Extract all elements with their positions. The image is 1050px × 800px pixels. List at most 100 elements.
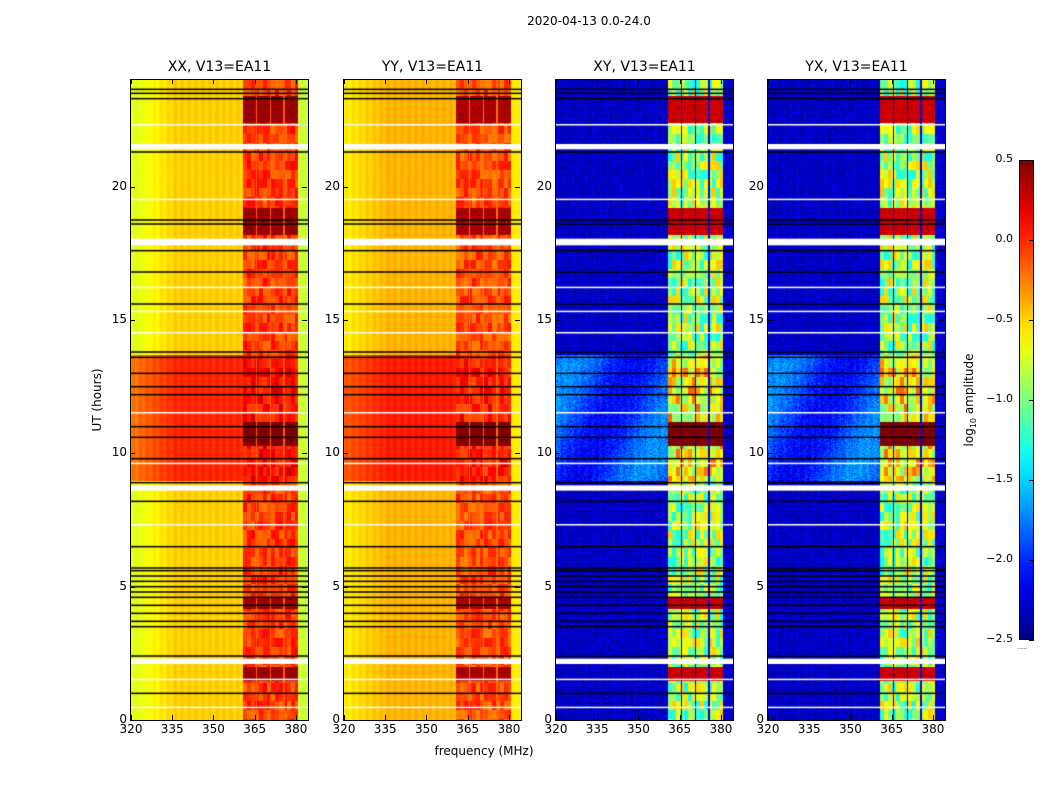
x-tick-mark	[597, 79, 599, 84]
x-tick-label: 365	[456, 722, 480, 736]
y-tick-mark	[130, 186, 135, 188]
x-tick-mark	[467, 715, 469, 720]
y-tick-label: 0	[756, 712, 764, 726]
x-tick-mark	[295, 79, 297, 84]
x-tick-label: 335	[585, 722, 609, 736]
x-tick-label: 380	[921, 722, 945, 736]
colorbar-tick-label: −1.0	[986, 392, 1013, 405]
y-tick-mark	[302, 453, 307, 455]
y-tick-mark	[939, 586, 944, 588]
y-tick-label: 10	[324, 445, 340, 460]
colorbar-tick-label: −2.0	[986, 552, 1013, 565]
x-tick-mark	[295, 715, 297, 720]
x-tick-mark	[131, 79, 132, 84]
y-tick-mark	[767, 720, 772, 721]
y-tick-mark	[767, 453, 772, 455]
heatmap-image	[344, 80, 521, 720]
x-tick-label: 335	[160, 722, 184, 736]
y-tick-mark	[939, 186, 944, 188]
x-tick-mark	[768, 715, 769, 720]
x-tick-label: 365	[668, 722, 692, 736]
colorbar-extend-marker: ......	[1017, 642, 1027, 651]
x-tick-mark	[556, 79, 557, 84]
y-tick-label: 5	[119, 578, 127, 593]
colorbar-tick-label: −0.5	[986, 312, 1013, 325]
y-tick-mark	[555, 586, 560, 588]
y-tick-mark	[302, 186, 307, 188]
y-tick-mark	[767, 320, 772, 321]
colorbar-label-log: log	[961, 428, 976, 447]
x-tick-mark	[213, 79, 215, 84]
y-tick-label: 20	[111, 178, 127, 193]
x-tick-mark	[932, 79, 934, 84]
y-tick-mark	[555, 720, 560, 721]
y-tick-mark	[515, 453, 520, 455]
colorbar-tick-mark	[1029, 640, 1034, 641]
x-tick-label: 320	[544, 722, 568, 736]
y-tick-label: 15	[536, 312, 552, 326]
x-tick-label: 320	[756, 722, 780, 736]
panel-title: XX, V13=EA11	[167, 59, 272, 75]
colorbar-tick-mark	[1029, 400, 1034, 401]
colorbar-tick-mark	[1029, 320, 1034, 321]
colorbar-tick-mark	[1029, 160, 1034, 161]
x-tick-mark	[213, 715, 215, 720]
x-tick-mark	[426, 79, 428, 84]
colorbar-label-subscript: 10	[969, 417, 979, 429]
colorbar-tick-label: −1.5	[986, 472, 1013, 485]
y-tick-mark	[515, 186, 520, 188]
y-tick-label: 0	[544, 712, 552, 726]
y-tick-label: 20	[536, 178, 552, 193]
colorbar-tick-mark	[1029, 480, 1034, 481]
x-tick-label: 365	[243, 722, 267, 736]
x-tick-mark	[172, 715, 174, 720]
x-tick-mark	[131, 715, 132, 720]
x-tick-label: 320	[332, 722, 356, 736]
y-tick-mark	[302, 720, 307, 721]
y-tick-mark	[302, 586, 307, 588]
y-tick-mark	[727, 186, 732, 188]
y-tick-mark	[343, 586, 348, 588]
figure-title: 2020-04-13 0.0-24.0	[527, 14, 651, 28]
y-tick-mark	[939, 453, 944, 455]
y-tick-label: 15	[324, 312, 340, 326]
y-tick-label: 10	[536, 445, 552, 460]
y-tick-mark	[767, 186, 772, 188]
x-tick-mark	[172, 79, 174, 84]
x-tick-mark	[891, 715, 893, 720]
x-tick-mark	[556, 715, 557, 720]
colorbar-tick-mark	[1029, 560, 1034, 561]
x-tick-label: 380	[284, 722, 308, 736]
y-tick-label: 5	[332, 578, 340, 593]
panel-title: YY, V13=EA11	[381, 59, 484, 75]
y-tick-label: 10	[111, 445, 127, 460]
y-tick-label: 5	[756, 578, 764, 593]
x-tick-mark	[891, 79, 893, 84]
y-tick-mark	[727, 720, 732, 721]
y-tick-mark	[343, 320, 348, 321]
y-tick-mark	[302, 320, 307, 321]
colorbar-label-text: amplitude	[961, 353, 976, 418]
y-tick-label: 20	[748, 178, 764, 193]
panel-title: YX, V13=EA11	[805, 59, 908, 75]
y-tick-mark	[555, 186, 560, 188]
y-tick-mark	[515, 320, 520, 321]
y-tick-label: 5	[544, 578, 552, 593]
x-tick-mark	[809, 715, 811, 720]
colorbar-tick-label: 0.0	[995, 232, 1014, 245]
heatmap-panel-2	[555, 79, 734, 721]
y-tick-mark	[939, 720, 944, 721]
x-tick-mark	[254, 715, 256, 720]
x-tick-mark	[254, 79, 256, 84]
y-tick-mark	[343, 453, 348, 455]
x-tick-label: 350	[415, 722, 438, 736]
y-tick-mark	[130, 720, 135, 721]
y-tick-mark	[727, 586, 732, 588]
x-tick-label: 365	[880, 722, 904, 736]
y-tick-mark	[727, 453, 732, 455]
y-tick-mark	[727, 320, 732, 321]
x-tick-mark	[508, 79, 510, 84]
y-tick-mark	[515, 586, 520, 588]
colorbar-label: log10 amplitude	[962, 354, 978, 447]
y-tick-label: 15	[111, 312, 127, 326]
